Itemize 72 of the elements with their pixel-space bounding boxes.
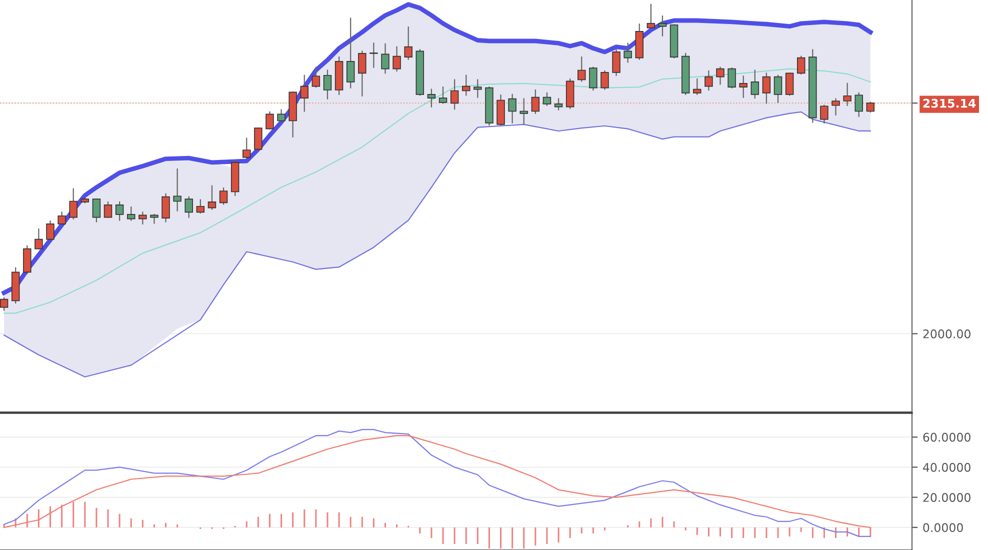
candlestick (370, 42, 378, 68)
candlestick (739, 76, 748, 98)
line-series (3, 68, 871, 314)
candlestick (554, 98, 563, 110)
candlestick (520, 98, 528, 125)
candlestick (69, 188, 78, 220)
y-tick-label: 2000.00 (923, 329, 970, 338)
candlestick (474, 79, 482, 98)
candlestick (438, 86, 448, 104)
candlestick (392, 46, 401, 72)
candlestick (34, 228, 43, 250)
y-tick-label: 40.0000 (922, 462, 970, 472)
candlestick (658, 16, 667, 36)
candlestick (612, 49, 620, 76)
candlestick (254, 128, 262, 151)
candlestick (624, 42, 632, 63)
candlestick (196, 199, 205, 214)
candlestick (92, 198, 101, 222)
candlestick (312, 66, 320, 88)
candlestick (646, 4, 656, 28)
candlestick (450, 79, 459, 110)
line-series (2, 2, 873, 295)
candlestick (542, 92, 552, 106)
candlestick (323, 70, 332, 100)
candlestick (381, 43, 390, 74)
candlestick (242, 138, 251, 159)
candlestick (358, 50, 366, 96)
candlestick (46, 220, 54, 240)
candlestick (23, 245, 32, 274)
candlestick (578, 56, 586, 82)
candlestick (346, 18, 355, 88)
candlestick (404, 26, 412, 60)
candlestick (162, 193, 170, 222)
candlestick (750, 70, 760, 99)
candlestick (219, 188, 228, 205)
candlestick (832, 98, 840, 116)
candlestick (704, 70, 713, 91)
candlestick (277, 109, 286, 122)
candlestick (184, 196, 193, 218)
candlestick (58, 212, 66, 224)
candlestick (508, 94, 516, 124)
candlestick (115, 201, 124, 221)
candlestick (462, 74, 470, 96)
y-tick-label: 0.0000 (923, 523, 963, 532)
y-tick-label: 60.0000 (923, 432, 970, 442)
candlestick (104, 201, 112, 218)
candlestick (173, 168, 182, 212)
candlestick (693, 78, 702, 95)
candlestick (785, 72, 794, 96)
candlestick (728, 68, 736, 88)
candlestick (138, 212, 147, 224)
y-tick-label: 2315.14 (923, 98, 976, 108)
y-tick-label: 20.0000 (923, 493, 970, 502)
candlestick (266, 111, 274, 130)
candlestick (820, 104, 828, 124)
candlestick (600, 70, 609, 90)
candlestick (796, 56, 806, 74)
candlestick (0, 297, 8, 311)
candlestick (208, 185, 216, 210)
candlestick (531, 89, 540, 114)
candlestick (843, 82, 852, 106)
candlestick (427, 88, 436, 108)
candlestick (300, 74, 308, 112)
candlestick (716, 66, 724, 85)
candlestick (126, 206, 136, 221)
candlestick (854, 92, 863, 117)
candlestick (866, 102, 875, 113)
candlestick (150, 214, 158, 224)
candlestick (762, 72, 771, 104)
line-series (3, 111, 871, 378)
candlestick (589, 66, 598, 91)
candlestick (774, 74, 782, 104)
